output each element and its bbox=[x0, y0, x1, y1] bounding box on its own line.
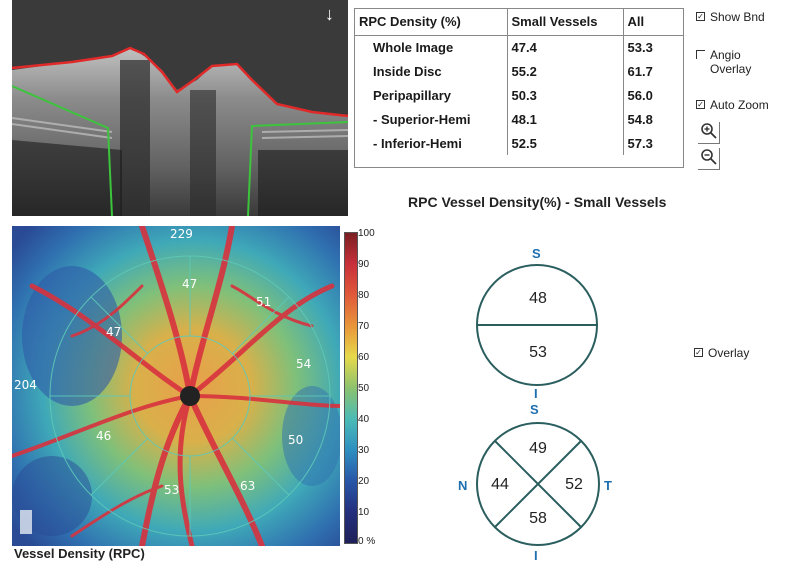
scale-tick: 70 bbox=[358, 321, 370, 332]
row-label: Peripapillary bbox=[355, 83, 508, 107]
checkbox-checked-icon: ✓ bbox=[696, 100, 705, 109]
hemi-superior-value: 48 bbox=[529, 290, 547, 307]
checkbox-unchecked-icon bbox=[696, 50, 705, 59]
zoom-in-icon[interactable] bbox=[698, 122, 720, 144]
quad-inferior-label: I bbox=[534, 548, 538, 563]
scale-tick: 40 bbox=[358, 414, 370, 425]
table-row: Whole Image 47.4 53.3 bbox=[355, 35, 683, 59]
table-header-small: Small Vessels bbox=[507, 9, 624, 36]
ilm-boundary-line bbox=[12, 46, 348, 118]
quad-temporal-label: T bbox=[604, 478, 612, 493]
scale-tick: 30 bbox=[358, 445, 370, 456]
scale-tick: 10 bbox=[358, 507, 370, 518]
rpe-boundary-line bbox=[12, 85, 348, 216]
row-label: - Superior-Hemi bbox=[355, 107, 508, 131]
row-all-value: 53.3 bbox=[627, 39, 653, 55]
quad-superior-value: 49 bbox=[529, 440, 547, 457]
scale-tick: 60 bbox=[358, 352, 370, 363]
scale-tick: 0 % bbox=[358, 536, 376, 547]
overlay-label: Overlay bbox=[708, 346, 750, 360]
vessel-density-map: 229 47 51 47 54 204 46 50 53 63 bbox=[12, 226, 340, 546]
row-all-value: 61.7 bbox=[627, 63, 653, 79]
hemi-diagram bbox=[476, 264, 598, 386]
row-small-value: 50.3 bbox=[507, 83, 624, 107]
quadrant-diagram bbox=[476, 422, 600, 546]
row-all-value: 56.0 bbox=[627, 87, 653, 103]
zoom-out-icon[interactable] bbox=[698, 148, 720, 170]
map-sector-value: 51 bbox=[256, 295, 271, 309]
checkbox-checked-icon: ✓ bbox=[696, 12, 705, 21]
quad-superior-label: S bbox=[530, 402, 539, 417]
map-label: Vessel Density (RPC) bbox=[14, 546, 145, 561]
scale-tick: 100 bbox=[358, 228, 375, 239]
angio-overlay-label-line2: Overlay bbox=[710, 62, 752, 76]
table-header-all: All bbox=[623, 9, 683, 36]
rpc-density-table: RPC Density (%) Small Vessels All Whole … bbox=[354, 8, 684, 168]
map-sector-value: 229 bbox=[170, 227, 193, 241]
row-label: Inside Disc bbox=[355, 59, 508, 83]
quad-temporal-value: 52 bbox=[565, 476, 583, 493]
arrow-down-icon: ↓ bbox=[325, 4, 334, 24]
overlay-checkbox[interactable]: ✓ Overlay bbox=[694, 346, 749, 360]
row-label: Whole Image bbox=[355, 35, 508, 59]
quad-inferior-value: 58 bbox=[529, 510, 547, 527]
eye-icon bbox=[20, 510, 32, 534]
show-bnd-checkbox[interactable]: ✓ Show Bnd bbox=[696, 10, 765, 24]
row-all-value: 54.8 bbox=[627, 111, 653, 127]
quad-nasal-value: 44 bbox=[491, 476, 509, 493]
angio-overlay-checkbox[interactable]: Angio Overlay bbox=[696, 48, 751, 76]
table-row: - Inferior-Hemi 52.5 57.3 bbox=[355, 131, 683, 155]
scale-tick: 80 bbox=[358, 290, 370, 301]
map-sector-value: 47 bbox=[106, 325, 121, 339]
table-row: - Superior-Hemi 48.1 54.8 bbox=[355, 107, 683, 131]
row-small-value: 47.4 bbox=[507, 35, 624, 59]
table-header-label: RPC Density (%) bbox=[355, 9, 508, 36]
show-bnd-label: Show Bnd bbox=[710, 10, 765, 24]
hemi-superior-label: S bbox=[532, 246, 541, 261]
scale-tick: 50 bbox=[358, 383, 370, 394]
angio-overlay-label-line1: Angio bbox=[710, 48, 741, 62]
row-small-value: 55.2 bbox=[507, 59, 624, 83]
section-title: RPC Vessel Density(%) - Small Vessels bbox=[408, 194, 667, 210]
oct-bscan-image: ↓ bbox=[12, 0, 348, 216]
auto-zoom-checkbox[interactable]: ✓ Auto Zoom bbox=[696, 98, 769, 112]
row-small-value: 52.5 bbox=[507, 131, 624, 155]
map-sector-value: 47 bbox=[182, 277, 197, 291]
map-sector-value: 54 bbox=[296, 357, 311, 371]
quad-nasal-label: N bbox=[458, 478, 468, 493]
scale-tick: 20 bbox=[358, 476, 370, 487]
auto-zoom-label: Auto Zoom bbox=[710, 98, 769, 112]
checkbox-checked-icon: ✓ bbox=[694, 348, 703, 357]
color-scale-bar bbox=[344, 232, 358, 544]
table-row: Peripapillary 50.3 56.0 bbox=[355, 83, 683, 107]
hemi-inferior-label: I bbox=[534, 386, 538, 401]
row-label: - Inferior-Hemi bbox=[355, 131, 508, 155]
row-small-value: 48.1 bbox=[507, 107, 624, 131]
scale-tick: 90 bbox=[358, 259, 370, 270]
hemi-inferior-value: 53 bbox=[529, 344, 547, 361]
table-row: Inside Disc 55.2 61.7 bbox=[355, 59, 683, 83]
map-sector-value: 46 bbox=[96, 429, 111, 443]
map-sector-value: 63 bbox=[240, 479, 255, 493]
map-sector-value: 53 bbox=[164, 483, 179, 497]
map-sector-value: 50 bbox=[288, 433, 303, 447]
row-all-value: 57.3 bbox=[627, 135, 653, 151]
map-sector-value: 204 bbox=[14, 378, 37, 392]
